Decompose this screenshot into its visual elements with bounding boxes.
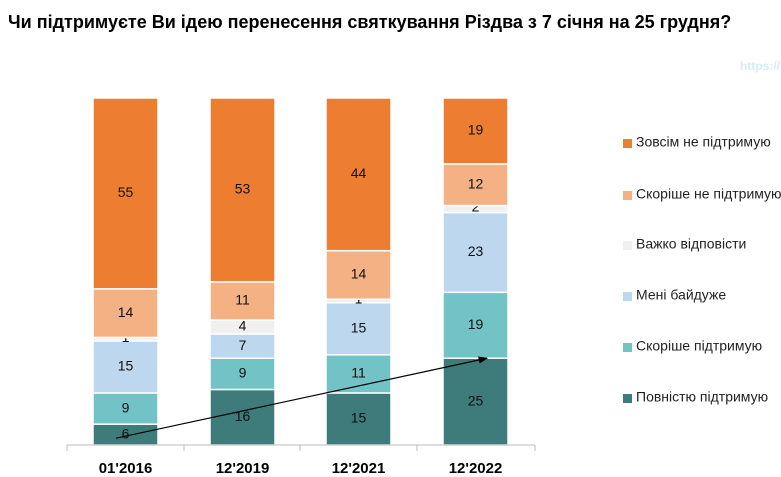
- chart-title: Чи підтримуєте Ви ідею перенесення святк…: [8, 12, 732, 32]
- data-label: 9: [122, 399, 130, 415]
- bar-segment: [209, 97, 276, 283]
- data-label: 19: [468, 122, 484, 138]
- legend-label: Мені байдуже: [636, 287, 726, 303]
- bar-segment: [325, 97, 392, 252]
- legend-label: Повністю підтримую: [636, 389, 768, 405]
- data-label: 9: [239, 365, 247, 381]
- data-label: 15: [351, 410, 367, 426]
- data-label: 11: [235, 292, 250, 308]
- legend-swatch: [623, 241, 632, 250]
- legend-swatch: [623, 343, 632, 352]
- data-label: 25: [468, 392, 484, 408]
- data-label: 55: [118, 184, 134, 200]
- bar-segment: [442, 97, 509, 165]
- legend-swatch: [623, 292, 632, 301]
- data-label: 23: [468, 243, 484, 259]
- legend-label: Скоріше не підтримую: [636, 186, 781, 202]
- x-tick-label: 12'2021: [332, 460, 386, 477]
- x-tick-label: 12'2022: [449, 460, 503, 477]
- x-tick-label: 12'2019: [216, 460, 270, 477]
- watermark-url: https://: [740, 59, 780, 73]
- data-label: 15: [118, 358, 134, 374]
- trend-arrow: [115, 356, 489, 439]
- bar-segment: [92, 97, 159, 290]
- bar-segment: [92, 340, 159, 394]
- bar-segment: [92, 288, 159, 339]
- bar-segment: [209, 357, 276, 391]
- bar-segment: [209, 388, 276, 446]
- legend-label: Важко відповісти: [636, 236, 746, 252]
- data-label: 19: [468, 316, 484, 332]
- bar-segment: [209, 333, 276, 359]
- legend-label: Зовсім не підтримую: [636, 134, 771, 150]
- x-tick-label: 01'2016: [99, 460, 153, 477]
- data-label: 53: [235, 181, 251, 197]
- bar-segment: [325, 354, 392, 394]
- legend-swatch: [623, 191, 632, 200]
- data-label: 15: [351, 319, 367, 335]
- data-label: 14: [118, 304, 134, 320]
- data-label: 11: [351, 365, 366, 381]
- bar-segment: [442, 357, 509, 446]
- data-label: 14: [351, 266, 367, 282]
- bar-segment: [442, 211, 509, 294]
- data-label: 2: [472, 199, 480, 215]
- legend-swatch: [623, 139, 632, 148]
- data-label: 12: [468, 175, 484, 191]
- data-label: 4: [239, 318, 247, 334]
- data-label: 7: [239, 337, 247, 353]
- data-label: 44: [351, 165, 367, 181]
- data-label: 6: [122, 425, 130, 441]
- bar-segment: [209, 281, 276, 321]
- legend-label: Скоріше підтримую: [636, 338, 762, 354]
- legend-swatch: [623, 394, 632, 403]
